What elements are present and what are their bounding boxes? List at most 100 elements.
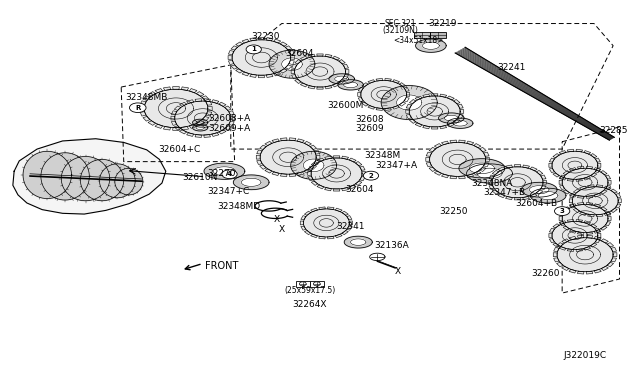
Polygon shape [618, 199, 621, 203]
Polygon shape [362, 171, 365, 175]
Polygon shape [280, 174, 287, 177]
Text: SEC.321: SEC.321 [385, 19, 416, 28]
Polygon shape [444, 115, 458, 121]
Polygon shape [442, 141, 449, 145]
Polygon shape [570, 193, 576, 197]
Polygon shape [189, 124, 197, 128]
Polygon shape [450, 176, 456, 179]
Polygon shape [292, 75, 297, 79]
Polygon shape [584, 151, 591, 154]
Polygon shape [429, 142, 486, 176]
Polygon shape [193, 119, 208, 126]
Polygon shape [208, 106, 212, 110]
Text: 32348M: 32348M [364, 151, 401, 160]
Polygon shape [422, 42, 439, 49]
Polygon shape [362, 102, 368, 106]
Polygon shape [328, 207, 334, 209]
Polygon shape [447, 123, 454, 127]
Polygon shape [594, 269, 601, 273]
Polygon shape [429, 147, 436, 152]
Polygon shape [552, 221, 598, 250]
Circle shape [314, 282, 320, 286]
Polygon shape [265, 141, 272, 145]
Polygon shape [549, 158, 554, 162]
Polygon shape [285, 65, 292, 69]
Polygon shape [266, 38, 273, 41]
Polygon shape [274, 39, 281, 43]
Circle shape [300, 282, 306, 286]
Polygon shape [440, 94, 447, 97]
Circle shape [554, 207, 570, 215]
Polygon shape [576, 149, 582, 152]
Polygon shape [506, 196, 513, 200]
Polygon shape [557, 238, 613, 272]
Polygon shape [454, 119, 460, 123]
Polygon shape [351, 239, 366, 246]
Polygon shape [515, 198, 521, 200]
Text: 1: 1 [252, 46, 256, 52]
Polygon shape [289, 174, 296, 177]
Polygon shape [376, 78, 383, 81]
Polygon shape [300, 83, 307, 87]
Text: 32610N: 32610N [182, 173, 218, 182]
Polygon shape [594, 193, 601, 197]
Polygon shape [447, 118, 473, 128]
Polygon shape [562, 266, 569, 270]
Polygon shape [594, 204, 601, 207]
Polygon shape [333, 56, 340, 60]
Text: 32219: 32219 [428, 19, 456, 28]
Polygon shape [301, 226, 306, 230]
Polygon shape [311, 161, 317, 166]
Polygon shape [594, 167, 601, 171]
Text: 3: 3 [560, 208, 564, 214]
Polygon shape [187, 100, 194, 103]
Text: (32109N): (32109N) [382, 26, 418, 35]
Text: 32347+A: 32347+A [376, 161, 417, 170]
Polygon shape [611, 258, 616, 262]
Polygon shape [559, 177, 566, 180]
Polygon shape [260, 165, 266, 169]
Polygon shape [228, 51, 234, 55]
Polygon shape [339, 79, 345, 83]
Polygon shape [489, 186, 494, 190]
Polygon shape [305, 211, 311, 215]
Polygon shape [225, 126, 231, 130]
Polygon shape [335, 234, 342, 238]
Polygon shape [608, 180, 611, 184]
Polygon shape [236, 42, 243, 46]
Polygon shape [459, 140, 465, 143]
Polygon shape [346, 70, 349, 74]
Polygon shape [339, 60, 345, 64]
Polygon shape [538, 192, 558, 200]
Polygon shape [498, 167, 505, 171]
Polygon shape [265, 169, 272, 173]
Polygon shape [598, 234, 601, 237]
Polygon shape [272, 139, 279, 142]
Polygon shape [342, 156, 349, 159]
Polygon shape [206, 112, 212, 116]
Polygon shape [195, 99, 202, 102]
Polygon shape [611, 189, 617, 193]
Text: 32347+B: 32347+B [484, 188, 526, 197]
Text: 32347+C: 32347+C [208, 187, 250, 196]
Polygon shape [343, 75, 348, 79]
Polygon shape [155, 124, 163, 128]
Polygon shape [557, 262, 563, 267]
Polygon shape [586, 271, 593, 274]
Text: 32608+A: 32608+A [208, 114, 250, 123]
Polygon shape [492, 167, 543, 198]
Polygon shape [317, 54, 323, 56]
Polygon shape [447, 96, 454, 100]
Polygon shape [576, 179, 582, 181]
Polygon shape [559, 247, 566, 250]
Text: 32230: 32230 [252, 32, 280, 41]
Text: 32260: 32260 [531, 269, 560, 278]
Circle shape [246, 45, 261, 54]
Polygon shape [179, 130, 187, 134]
Polygon shape [196, 126, 204, 129]
Polygon shape [586, 202, 593, 205]
Polygon shape [570, 204, 576, 207]
Polygon shape [295, 60, 301, 64]
Polygon shape [397, 95, 422, 110]
Polygon shape [41, 153, 90, 200]
